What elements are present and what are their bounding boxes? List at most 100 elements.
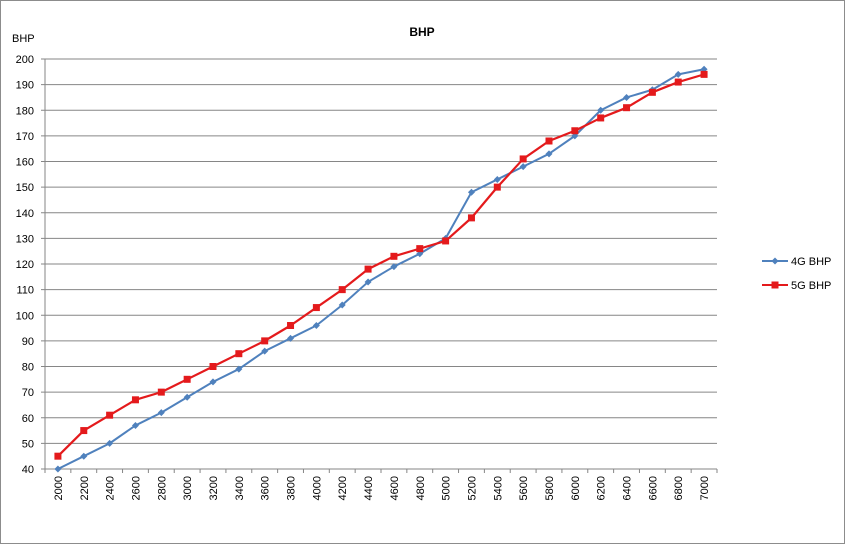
x-tick-label: 2600 bbox=[130, 476, 142, 500]
data-point bbox=[597, 114, 605, 122]
data-point bbox=[106, 411, 114, 419]
axes: 40 50 60 70 80 90 100 110 120 130 140 150 160 170 180 1… bbox=[16, 54, 718, 500]
y-tick-label: 170 bbox=[16, 131, 34, 143]
chart-title: BHP bbox=[409, 25, 434, 39]
data-point bbox=[390, 252, 398, 260]
x-tick-label: 6800 bbox=[673, 476, 685, 500]
x-tick-label: 5600 bbox=[518, 476, 530, 500]
y-tick-label: 160 bbox=[16, 157, 34, 169]
data-point bbox=[157, 388, 165, 396]
series-line bbox=[57, 73, 705, 457]
x-tick-label: 3600 bbox=[260, 476, 272, 500]
x-tick-label: 4400 bbox=[363, 476, 375, 500]
data-point bbox=[131, 421, 139, 429]
data-point bbox=[674, 78, 682, 86]
data-point bbox=[338, 301, 346, 309]
x-tick-label: 2000 bbox=[53, 476, 65, 500]
x-tick-label: 3000 bbox=[182, 476, 194, 500]
data-point bbox=[700, 70, 708, 78]
data-point bbox=[493, 175, 501, 183]
x-tick-label: 6600 bbox=[647, 476, 659, 500]
x-tick-label: 4200 bbox=[337, 476, 349, 500]
data-point bbox=[545, 137, 553, 145]
data-point bbox=[261, 347, 269, 355]
x-tick-label: 3200 bbox=[208, 476, 220, 500]
x-tick-label: 2200 bbox=[79, 476, 91, 500]
x-tick-label: 6400 bbox=[622, 476, 634, 500]
data-point bbox=[287, 334, 295, 342]
x-tick-label: 6000 bbox=[570, 476, 582, 500]
data-point bbox=[157, 409, 165, 417]
data-point bbox=[80, 452, 88, 460]
y-tick-label: 60 bbox=[22, 413, 34, 425]
data-point bbox=[235, 350, 243, 358]
data-point bbox=[442, 237, 450, 245]
legend-label: 4G BHP bbox=[791, 256, 831, 268]
x-tick-label: 4000 bbox=[311, 476, 323, 500]
data-point bbox=[183, 375, 191, 383]
y-tick-label: 200 bbox=[16, 54, 34, 66]
data-point bbox=[597, 106, 605, 114]
x-tick-label: 6200 bbox=[596, 476, 608, 500]
data-point bbox=[416, 245, 424, 253]
x-tick-label: 2400 bbox=[105, 476, 117, 500]
data-point bbox=[235, 365, 243, 373]
y-tick-label: 150 bbox=[16, 182, 34, 194]
y-tick-label: 70 bbox=[22, 387, 34, 399]
data-point bbox=[364, 278, 372, 286]
data-point bbox=[467, 214, 475, 222]
series-line bbox=[57, 68, 705, 470]
legend-entry: 5G BHP bbox=[762, 280, 831, 292]
data-point bbox=[54, 465, 62, 473]
legend-marker bbox=[771, 281, 779, 289]
data-point bbox=[519, 155, 527, 163]
gridlines bbox=[45, 58, 717, 444]
legend-marker bbox=[771, 257, 779, 265]
y-tick-label: 140 bbox=[16, 208, 34, 220]
data-point bbox=[519, 163, 527, 171]
y-tick-label: 190 bbox=[16, 80, 34, 92]
data-point bbox=[312, 304, 320, 312]
data-point bbox=[571, 127, 579, 135]
data-point bbox=[209, 363, 217, 370]
data-point bbox=[467, 188, 475, 196]
data-point bbox=[54, 452, 62, 460]
x-tick-label: 5800 bbox=[544, 476, 556, 500]
data-point bbox=[493, 183, 501, 191]
x-tick-label: 5000 bbox=[441, 476, 453, 500]
x-tick-label: 2800 bbox=[156, 476, 168, 500]
y-tick-label: 100 bbox=[16, 310, 34, 322]
y-tick-label: 90 bbox=[22, 336, 34, 348]
legend-label: 5G BHP bbox=[791, 280, 831, 292]
x-tick-label: 3400 bbox=[234, 476, 246, 500]
legend-entry: 4G BHP bbox=[762, 256, 831, 268]
data-point bbox=[312, 322, 320, 329]
y-tick-label: 120 bbox=[16, 259, 34, 271]
data-point bbox=[106, 439, 114, 447]
y-tick-label: 110 bbox=[16, 285, 34, 297]
legend: 4G BHP 5G BHP bbox=[762, 256, 831, 292]
data-point bbox=[674, 70, 682, 78]
y-tick-label: 40 bbox=[22, 464, 34, 476]
x-tick-label: 3800 bbox=[286, 476, 298, 500]
series-lines bbox=[54, 65, 708, 473]
series-0 bbox=[54, 65, 708, 473]
y-tick-label: 130 bbox=[16, 233, 34, 245]
x-tick-label: 7000 bbox=[699, 476, 711, 500]
series-1 bbox=[54, 70, 708, 460]
data-point bbox=[390, 263, 398, 271]
data-point bbox=[623, 93, 631, 101]
y-tick-label: 80 bbox=[22, 362, 34, 374]
x-tick-label: 5400 bbox=[492, 476, 504, 500]
x-tick-label: 4800 bbox=[415, 476, 427, 500]
data-point bbox=[209, 378, 217, 386]
x-tick-label: 4600 bbox=[389, 476, 401, 500]
x-tick-label: 5200 bbox=[466, 476, 478, 500]
data-point bbox=[261, 337, 269, 345]
data-point bbox=[364, 265, 372, 273]
y-axis-label: BHP bbox=[12, 33, 35, 45]
data-point bbox=[623, 104, 631, 112]
data-point bbox=[648, 88, 656, 96]
